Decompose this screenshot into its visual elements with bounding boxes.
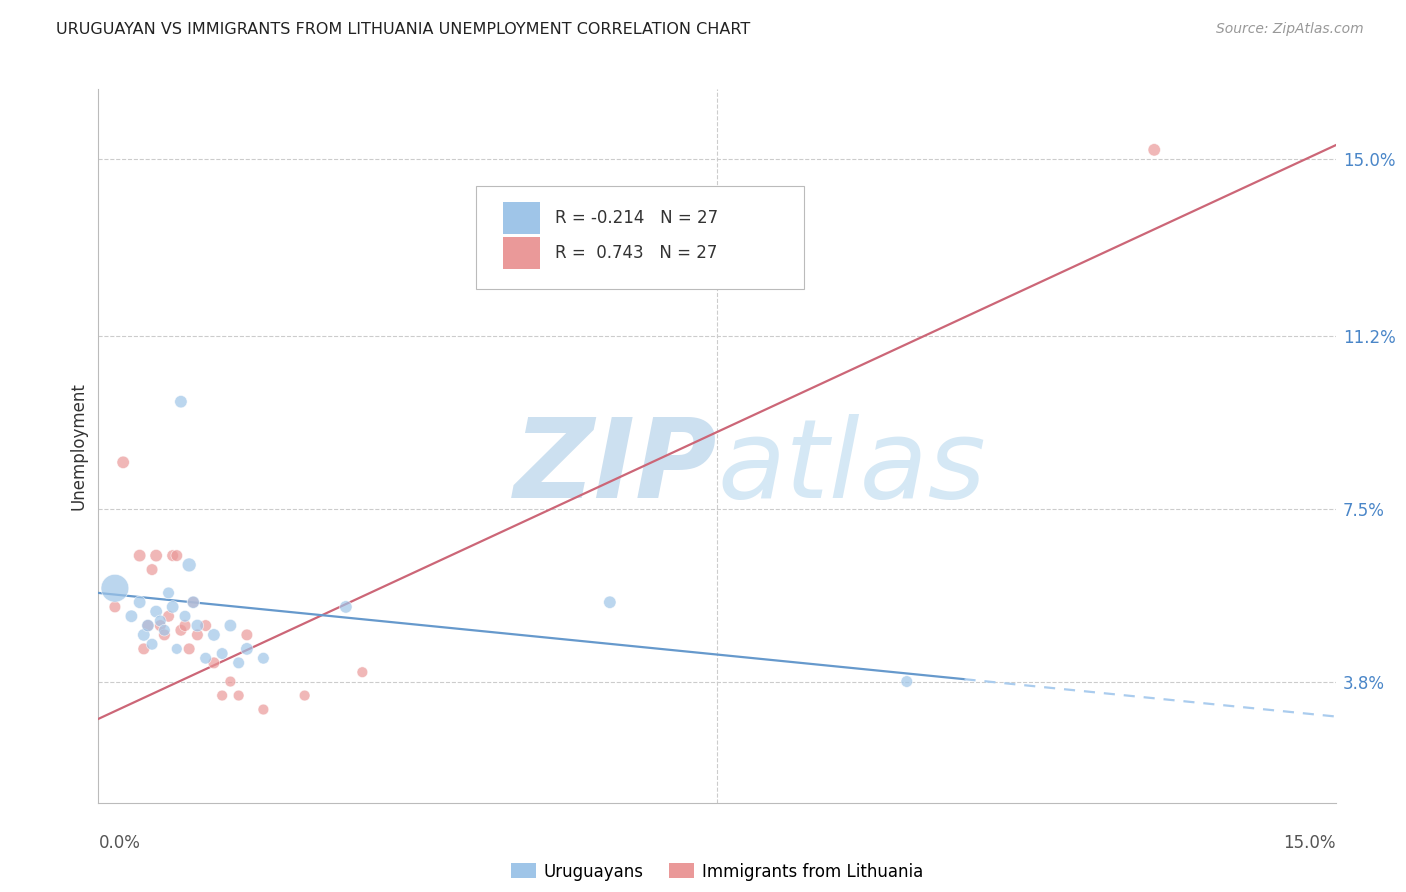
Point (104, 599, 127, 614)
Point (228, 689, 250, 703)
Point (186, 618, 208, 632)
Point (153, 624, 176, 638)
Point (1143, 143, 1166, 157)
Point (128, 595, 150, 609)
Point (166, 549, 188, 563)
Point (219, 618, 242, 632)
Text: R =  0.743   N = 27: R = 0.743 N = 27 (555, 244, 717, 262)
Point (136, 618, 159, 632)
Point (181, 595, 204, 609)
Y-axis label: Unemployment: Unemployment (69, 382, 87, 510)
Point (211, 647, 233, 661)
Text: R = -0.214   N = 27: R = -0.214 N = 27 (555, 209, 718, 227)
Point (599, 595, 621, 609)
Point (252, 702, 274, 716)
Text: 15.0%: 15.0% (1284, 834, 1336, 852)
Point (145, 605, 167, 619)
Point (181, 595, 204, 609)
Point (335, 599, 357, 614)
Text: URUGUAYAN VS IMMIGRANTS FROM LITHUANIA UNEMPLOYMENT CORRELATION CHART: URUGUAYAN VS IMMIGRANTS FROM LITHUANIA U… (56, 22, 751, 37)
Point (236, 628, 259, 642)
Point (179, 558, 201, 572)
Point (145, 549, 167, 563)
Point (141, 637, 163, 651)
Point (128, 549, 150, 563)
Point (294, 689, 316, 703)
Point (112, 455, 135, 469)
Point (153, 628, 176, 642)
Point (236, 641, 259, 656)
Point (120, 609, 142, 624)
Point (219, 674, 242, 689)
Point (141, 563, 163, 577)
Point (211, 689, 233, 703)
Point (352, 665, 374, 680)
Point (136, 618, 159, 632)
Point (186, 628, 208, 642)
Point (104, 581, 127, 595)
Point (170, 394, 193, 409)
Point (157, 609, 180, 624)
Point (132, 628, 155, 642)
Point (170, 624, 193, 638)
Point (896, 674, 918, 689)
Point (174, 618, 197, 632)
Point (194, 618, 217, 632)
FancyBboxPatch shape (503, 202, 540, 234)
Point (202, 656, 225, 670)
Text: 0.0%: 0.0% (98, 834, 141, 852)
Point (194, 651, 217, 665)
Text: Source: ZipAtlas.com: Source: ZipAtlas.com (1216, 22, 1364, 37)
Point (174, 609, 197, 624)
Point (162, 599, 184, 614)
Point (252, 651, 274, 665)
Point (162, 549, 184, 563)
Point (166, 641, 188, 656)
Point (157, 586, 180, 600)
FancyBboxPatch shape (475, 186, 804, 289)
Point (179, 641, 201, 656)
Point (149, 614, 172, 628)
FancyBboxPatch shape (503, 237, 540, 269)
Text: ZIP: ZIP (513, 414, 717, 521)
Point (228, 656, 250, 670)
Text: atlas: atlas (717, 414, 986, 521)
Point (202, 628, 225, 642)
Point (149, 618, 172, 632)
Legend: Uruguayans, Immigrants from Lithuania: Uruguayans, Immigrants from Lithuania (503, 856, 931, 888)
Point (132, 641, 155, 656)
